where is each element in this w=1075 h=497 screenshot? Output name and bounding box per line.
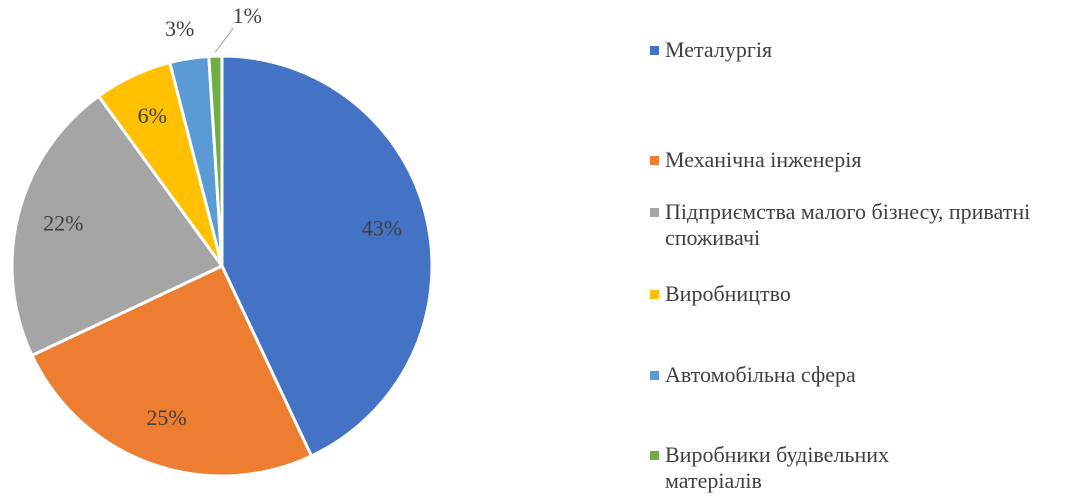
legend-label: Підприємства малого бізнесу, приватні сп… [665,199,1031,250]
legend-swatch [650,208,659,217]
legend-item: Виробництво [650,281,1065,307]
legend-label: Металургія [665,37,773,62]
legend-label: Виробництво [665,281,791,306]
legend-label: Виробники будівельних матеріалів [665,442,890,493]
legend-item: Автомобільна сфера [650,362,1065,388]
legend-swatch [650,156,659,165]
leader-line [214,27,234,53]
legend-label: Автомобільна сфера [665,362,856,387]
legend-item: Механічна інженерія [650,147,1065,173]
pie-slice [220,54,434,459]
legend-swatch [650,290,659,299]
legend-swatch [650,371,659,380]
data-label: 25% [146,405,186,430]
pie-slice [207,54,224,267]
legend-item: Виробники будівельних матеріалів [650,442,965,494]
legend-swatch [650,451,659,460]
pie-slice [29,264,314,478]
data-label: 22% [43,210,83,235]
pie-slice [10,94,225,358]
legend-label: Механічна інженерія [665,147,862,172]
legend-item: Підприємства малого бізнесу, приватні сп… [650,199,1065,251]
data-label: 1% [233,3,262,28]
data-label: 43% [362,215,402,240]
pie-area: 43% 25% 22% 6% 3% 1% [10,3,434,478]
data-label: 6% [138,103,167,128]
legend-swatch [650,46,659,55]
data-label: 3% [165,16,194,41]
legend-item: Металургія [650,37,1065,63]
